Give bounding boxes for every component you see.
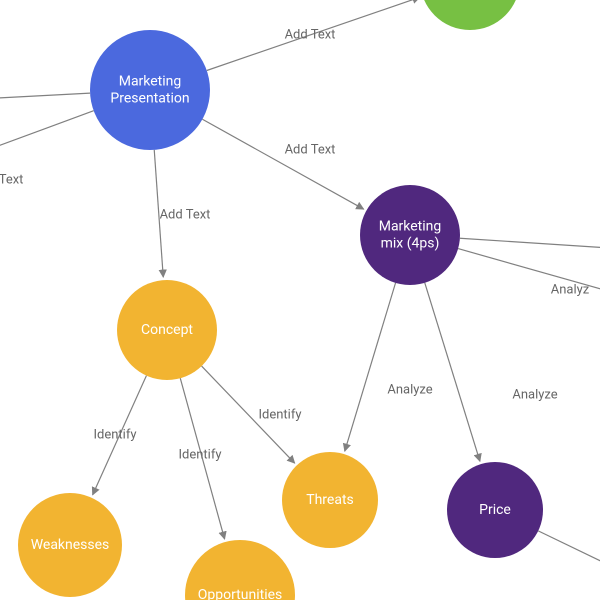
node-label: Opportunities [198, 587, 283, 600]
edge [425, 283, 480, 462]
node-label: Weaknesses [31, 537, 110, 553]
node-green-offscreen[interactable] [420, 0, 520, 30]
node-label: MarketingPresentation [110, 73, 189, 106]
edge-label: Add Text [285, 27, 336, 42]
edge-label: Add Text [285, 142, 336, 157]
edge [0, 93, 90, 100]
node-threats[interactable]: Threats [282, 452, 378, 548]
node-marketing-presentation[interactable]: MarketingPresentation [90, 30, 210, 150]
edge-label: Analyze [387, 382, 432, 397]
edge-label: Analyz [551, 282, 590, 297]
edge [345, 283, 396, 451]
node-label: Threats [306, 492, 354, 508]
edge-label: Identify [258, 407, 301, 422]
mindmap-diagram: MarketingPresentation Marketingmix (4ps) C… [0, 0, 600, 600]
edge-label: Identify [178, 447, 221, 462]
node-label: Price [479, 502, 511, 518]
node-price[interactable]: Price [447, 462, 543, 558]
node-weaknesses[interactable]: Weaknesses [18, 493, 122, 597]
edge [0, 111, 94, 160]
node-marketing-mix[interactable]: Marketingmix (4ps) [360, 185, 460, 285]
node-label: Concept [141, 322, 193, 338]
node-concept[interactable]: Concept [117, 280, 217, 380]
node-label: Marketingmix (4ps) [379, 218, 442, 251]
edge [538, 531, 600, 580]
edge-label: Analyze [512, 387, 557, 402]
edge-label: l Text [0, 172, 23, 187]
edge-label: Identify [93, 427, 136, 442]
edge [202, 119, 363, 209]
edge-label: Add Text [160, 207, 211, 222]
node-opportunities[interactable]: Opportunities [185, 540, 295, 600]
node-circle[interactable] [420, 0, 520, 30]
edge [460, 238, 600, 250]
